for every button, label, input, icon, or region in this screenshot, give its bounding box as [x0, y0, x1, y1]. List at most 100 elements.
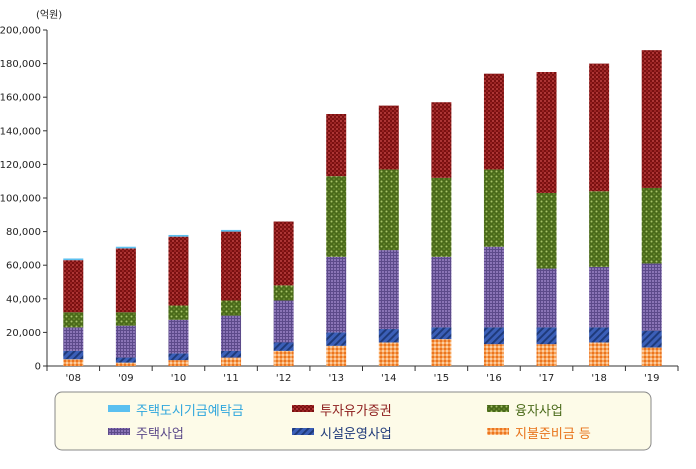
- bar-segment: [536, 268, 557, 328]
- y-tick-label: 180,000: [0, 59, 41, 70]
- bar-segment: [326, 256, 347, 333]
- bar-segment: [273, 221, 294, 286]
- bar-segment: [378, 329, 399, 343]
- bar-segment: [168, 353, 189, 361]
- x-tick-label: '15: [434, 373, 449, 384]
- bar-segment: [273, 300, 294, 343]
- bar-segment: [431, 102, 452, 178]
- bar-segment: [63, 260, 84, 313]
- bar-segment: [589, 266, 610, 328]
- bar-segment: [589, 327, 610, 343]
- bars: [63, 50, 662, 366]
- bar-segment: [431, 339, 452, 366]
- bar-segment: [326, 332, 347, 346]
- bar-segment: [221, 350, 242, 358]
- y-tick-label: 100,000: [0, 194, 41, 205]
- bar-segment: [63, 312, 84, 328]
- bar-segment: [115, 357, 136, 363]
- y-tick-label: 60,000: [6, 261, 41, 272]
- legend-label: 투자유가증권: [320, 404, 392, 419]
- bar-segment: [378, 250, 399, 330]
- bar-segment: [221, 315, 242, 351]
- bar-segment: [589, 191, 610, 267]
- x-tick-label: '18: [591, 373, 606, 384]
- bar-segment: [273, 350, 294, 366]
- bar-segment: [221, 229, 242, 232]
- bar-segment: [483, 73, 504, 170]
- bar-segment: [483, 169, 504, 247]
- bar-segment: [63, 359, 84, 366]
- bar-segment: [63, 258, 84, 261]
- y-tick-label: 80,000: [6, 227, 41, 238]
- bar-segment: [115, 248, 136, 313]
- bar-segment: [641, 50, 662, 188]
- legend-label: 주택도시기금예탁금: [136, 404, 244, 419]
- bar-segment: [63, 350, 84, 360]
- bar-segment: [378, 169, 399, 251]
- bar-segment: [641, 187, 662, 264]
- bar-segment: [326, 345, 347, 366]
- bar-segment: [168, 360, 189, 366]
- bar-segment: [273, 285, 294, 301]
- x-tick-label: '12: [276, 373, 291, 384]
- legend-label: 지불준비금 등: [515, 427, 591, 442]
- bar-segment: [536, 72, 557, 193]
- bar-segment: [168, 234, 189, 237]
- bar-segment: [115, 325, 136, 358]
- bar-segment: [483, 327, 504, 345]
- y-tick-label: 160,000: [0, 93, 41, 104]
- bar-segment: [168, 236, 189, 306]
- y-tick-label: 20,000: [6, 328, 41, 339]
- bar-segment: [221, 357, 242, 366]
- legend-label: 융자사업: [515, 404, 563, 419]
- y-tick-label: 0: [35, 362, 41, 373]
- legend-swatch: [487, 428, 509, 435]
- legend-label: 시설운영사업: [320, 427, 392, 442]
- bar-segment: [221, 231, 242, 301]
- legend-swatch: [487, 405, 509, 412]
- x-tick-label: '19: [644, 373, 659, 384]
- bar-segment: [483, 344, 504, 366]
- bar-segment: [326, 176, 347, 257]
- legend-swatch: [108, 428, 130, 435]
- bar-segment: [483, 246, 504, 328]
- x-axis: '08 '09 '10 '11 '12 '13 '14 '15 '16 '17 '18 '19: [46, 365, 679, 384]
- y-tick-label: 200,000: [0, 26, 41, 37]
- bar-segment: [431, 256, 452, 328]
- bar-segment: [221, 300, 242, 316]
- x-tick-label: '17: [539, 373, 554, 384]
- bar-segment: [378, 105, 399, 170]
- bar-segment: [641, 263, 662, 331]
- bar-segment: [168, 305, 189, 320]
- bar-segment: [326, 114, 347, 177]
- x-tick-label: '09: [118, 373, 133, 384]
- legend-swatch: [292, 405, 314, 412]
- x-tick-label: '14: [381, 373, 396, 384]
- legend-swatch: [108, 405, 130, 412]
- bar-segment: [589, 63, 610, 192]
- y-axis: 0 20,000 40,000 60,000 80,000 100,000 120,000 1…: [0, 26, 48, 373]
- bar-segment: [115, 312, 136, 326]
- bar-segment: [378, 342, 399, 366]
- x-tick-label: '13: [328, 373, 343, 384]
- y-tick-label: 40,000: [6, 294, 41, 305]
- y-axis-unit-label: (억원): [36, 9, 62, 21]
- bar-segment: [536, 327, 557, 345]
- bar-segment: [431, 177, 452, 257]
- legend-label: 주택사업: [136, 427, 184, 442]
- bar-segment: [641, 347, 662, 366]
- bar-segment: [273, 342, 294, 351]
- y-tick-label: 120,000: [0, 160, 41, 171]
- x-tick-label: '08: [66, 373, 81, 384]
- x-tick-label: '11: [223, 373, 238, 384]
- y-tick-label: 140,000: [0, 126, 41, 137]
- bar-segment: [536, 192, 557, 269]
- x-tick-label: '10: [171, 373, 186, 384]
- legend-swatch: [292, 428, 314, 435]
- bar-segment: [589, 342, 610, 366]
- bar-segment: [63, 327, 84, 351]
- bar-segment: [115, 246, 136, 249]
- bar-segment: [115, 362, 136, 366]
